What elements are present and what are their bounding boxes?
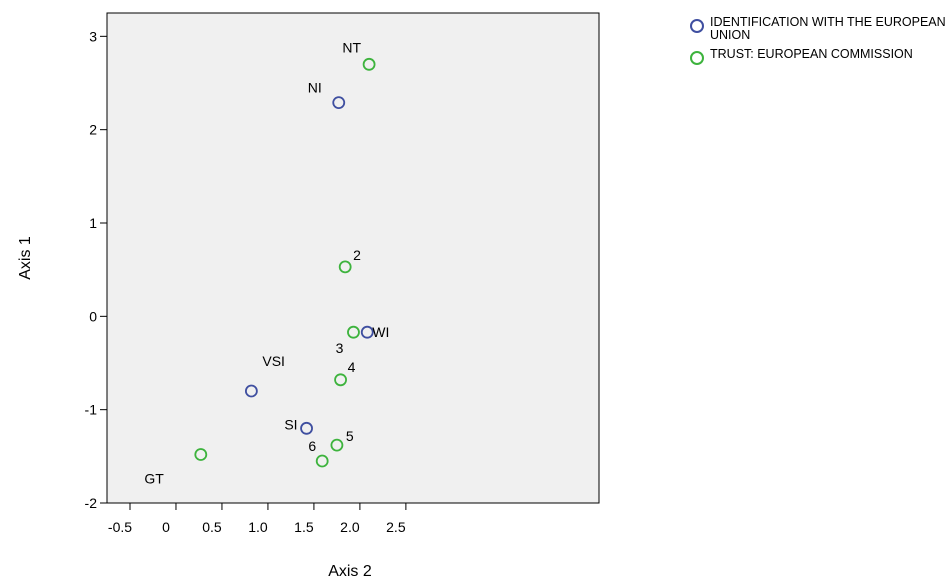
plot-area [106, 12, 600, 504]
point-label: GT [144, 470, 164, 486]
data-point [330, 438, 344, 452]
x-axis: -0.5 0 0.5 1.0 1.5 2.0 2.5 [108, 503, 407, 535]
x-tick-label: 0 [162, 519, 170, 535]
y-axis-title: Axis 1 [17, 236, 34, 280]
point-label: VSI [262, 353, 285, 369]
data-points: NI WI VSI SI NT 2 34 5 6 GT [144, 39, 389, 486]
data-point [332, 96, 346, 109]
x-tick-label: 1.5 [294, 519, 314, 535]
point-label: 2 [353, 247, 361, 263]
point-label: SI [284, 416, 297, 432]
point-label: 3 [336, 340, 344, 356]
point-label: WI [372, 324, 389, 340]
point-label: 5 [346, 428, 354, 444]
y-tick-label: -1 [85, 402, 98, 418]
data-point [362, 57, 376, 71]
x-tick-label: 0.5 [202, 519, 222, 535]
legend-label: IDENTIFICATION WITH THE EUROPEAN UNION [710, 15, 946, 42]
point-label: 4 [348, 359, 356, 375]
x-tick-label: 2.0 [340, 519, 360, 535]
point-label: NT [342, 39, 361, 55]
y-tick-label: 0 [89, 308, 97, 324]
data-point [194, 448, 208, 461]
point-label: 6 [308, 438, 316, 454]
data-point [360, 325, 374, 339]
y-tick-label: 1 [89, 215, 97, 231]
point-label: NI [308, 80, 322, 96]
data-point [315, 454, 329, 468]
x-tick-label: 1.0 [248, 519, 268, 535]
data-point [334, 373, 347, 387]
data-point [347, 325, 360, 339]
data-point [300, 421, 313, 435]
legend-item-identification: IDENTIFICATION WITH THE EUROPEAN UNION [690, 16, 949, 42]
y-tick-label: -2 [85, 495, 98, 511]
data-point [338, 260, 352, 274]
x-tick-label: 2.5 [386, 519, 406, 535]
x-axis-title: Axis 2 [328, 563, 372, 580]
circle-marker-icon [690, 19, 704, 33]
legend-item-trust: TRUST: EUROPEAN COMMISSION [690, 48, 949, 65]
y-tick-label: 2 [89, 122, 97, 138]
y-tick-label: 3 [89, 28, 97, 44]
y-axis: -2 -1 0 1 2 3 [85, 28, 107, 511]
legend: IDENTIFICATION WITH THE EUROPEAN UNION T… [690, 16, 949, 71]
data-point [244, 384, 258, 398]
legend-label: TRUST: EUROPEAN COMMISSION [710, 47, 913, 61]
x-tick-label: -0.5 [108, 519, 132, 535]
circle-marker-icon [690, 51, 704, 65]
